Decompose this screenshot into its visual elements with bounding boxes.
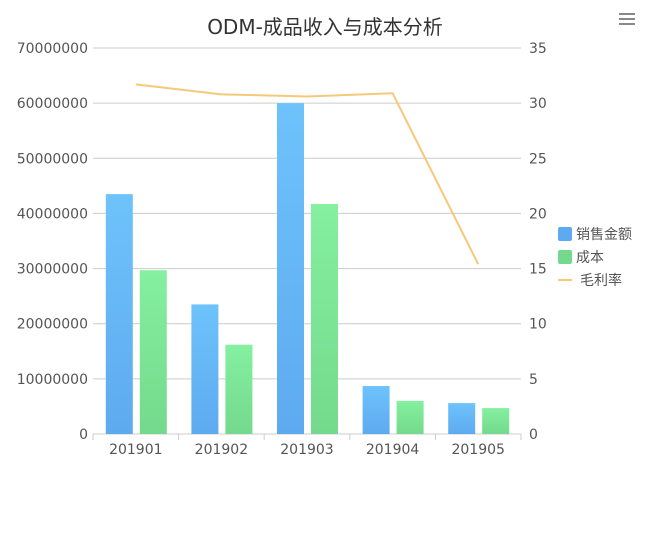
bar-cost: [139, 270, 167, 434]
y-axis-left: 0 10000000 20000000 30000000 40000000 5000000…: [17, 41, 88, 443]
bar-sales: [362, 386, 390, 434]
y-left-tick-label: 60000000: [17, 96, 88, 112]
y-left-tick-label: 10000000: [17, 372, 88, 388]
y-left-tick-label: 50000000: [17, 151, 88, 167]
y-right-tick-label: 5: [529, 372, 538, 388]
x-axis: 201901 201902 201903 201904 201905: [92, 433, 522, 458]
y-right-tick-label: 15: [529, 262, 547, 278]
y-left-tick-label: 20000000: [17, 317, 88, 333]
y-left-tick-label: 40000000: [17, 206, 88, 222]
margin-line: [135, 83, 480, 265]
bar-cost: [311, 204, 338, 434]
y-right-tick-label: 35: [529, 41, 547, 57]
bar-cost: [225, 344, 253, 434]
legend-swatch-sales: [558, 227, 572, 241]
y-left-tick-label: 70000000: [17, 41, 88, 57]
bar-sales: [105, 194, 133, 434]
y-left-tick-label: 30000000: [17, 262, 88, 278]
x-tick-label: 201904: [366, 442, 420, 458]
y-right-tick-label: 10: [529, 317, 547, 333]
x-tick-label: 201905: [451, 442, 504, 458]
x-tick-label: 201903: [280, 442, 333, 458]
x-tick-label: 201901: [109, 442, 162, 458]
bar-sales: [448, 403, 476, 434]
y-left-tick-label: 0: [79, 427, 88, 443]
y-right-tick-label: 30: [529, 96, 547, 112]
legend-label-sales: 销售金额: [576, 227, 632, 243]
y-right-tick-label: 25: [529, 151, 547, 167]
x-tick-label: 201902: [195, 442, 248, 458]
hamburger-menu-icon[interactable]: [616, 10, 638, 28]
bar-sales: [277, 103, 304, 435]
bars: [105, 103, 510, 435]
legend-label-cost: 成本: [576, 250, 604, 266]
chart-title: ODM-成品收入与成本分析: [207, 15, 443, 39]
y-right-tick-label: 0: [529, 427, 538, 443]
legend-label-margin: 毛利率: [580, 272, 622, 289]
margin-line-path: [135, 83, 480, 265]
bar-cost: [396, 400, 424, 434]
y-right-tick-label: 20: [529, 206, 547, 222]
legend-swatch-cost: [558, 250, 572, 264]
y-axis-right: 0 5 10 15 20 25 30 35: [529, 41, 547, 443]
bar-sales: [191, 304, 219, 434]
bar-cost: [482, 408, 510, 434]
